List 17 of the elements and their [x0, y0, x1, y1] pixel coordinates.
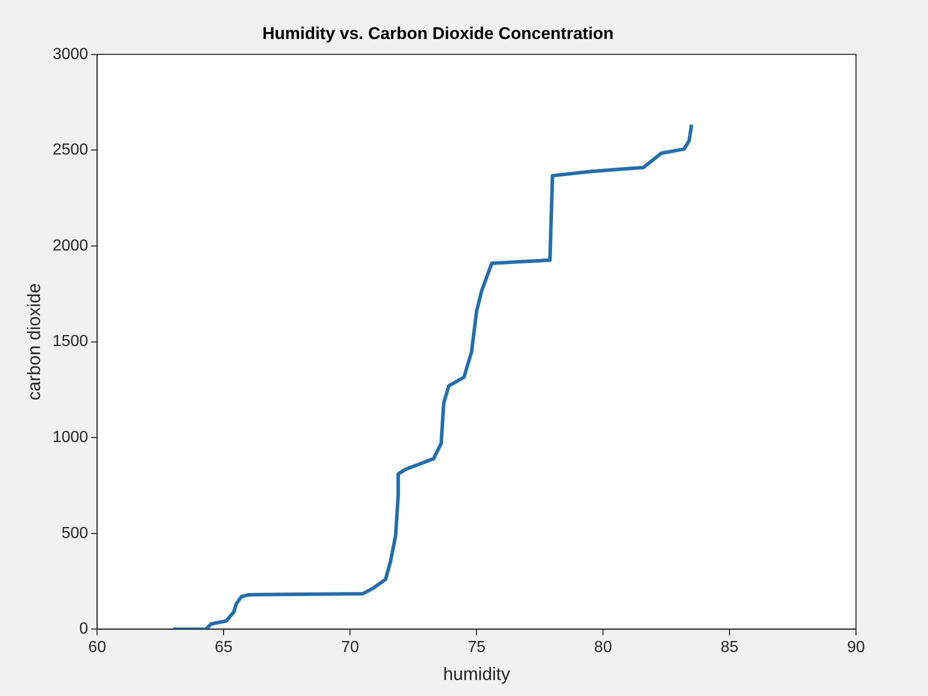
- y-tick-label: 2500: [52, 142, 88, 159]
- x-tick-label: 60: [88, 639, 106, 656]
- y-axis-title: carbon dioxide: [24, 283, 44, 400]
- x-tick-label: 75: [468, 639, 486, 656]
- y-tick-label: 1000: [52, 429, 88, 446]
- y-tick-label: 0: [79, 620, 88, 638]
- x-tick-label: 80: [594, 639, 612, 656]
- y-tick-label: 2000: [52, 237, 88, 254]
- x-tick-label: 65: [214, 639, 233, 656]
- chart-title: Humidity vs. Carbon Dioxide Concentration: [262, 24, 614, 43]
- x-tick-label: 85: [720, 639, 739, 656]
- y-tick-label: 500: [61, 524, 88, 542]
- y-tick-label: 3000: [52, 46, 88, 63]
- x-axis-title: humidity: [443, 664, 510, 684]
- x-tick-label: 70: [341, 639, 360, 656]
- x-tick-label: 90: [847, 639, 865, 656]
- y-tick-label: 1500: [52, 333, 88, 350]
